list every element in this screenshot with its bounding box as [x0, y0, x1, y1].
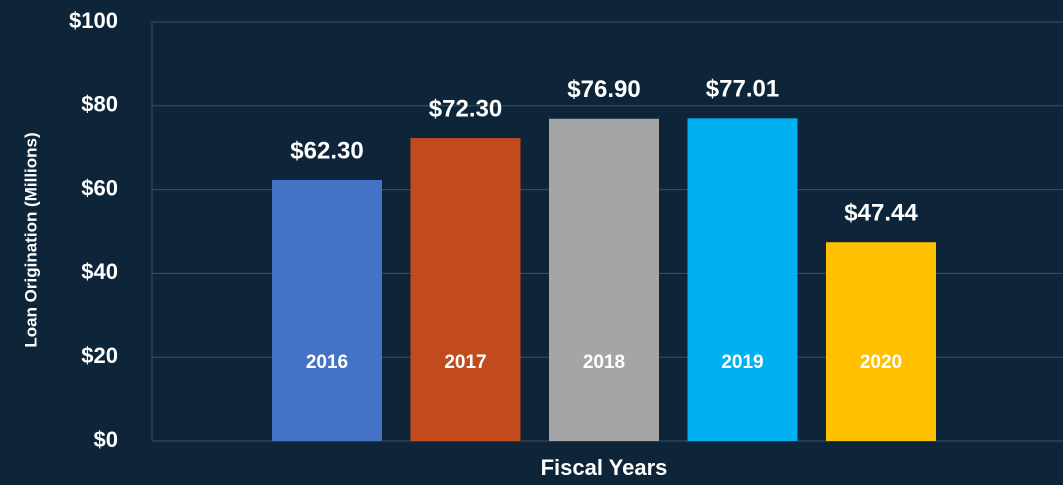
x-axis-title: Fiscal Years — [541, 455, 668, 480]
bar — [549, 118, 659, 441]
value-label: $72.30 — [429, 95, 502, 122]
category-label: 2020 — [860, 352, 902, 373]
category-label: 2018 — [583, 352, 625, 373]
bar — [826, 242, 936, 441]
y-tick-label: $60 — [81, 175, 118, 200]
bar — [687, 118, 798, 442]
y-tick-label: $100 — [69, 8, 118, 33]
bar — [272, 179, 382, 441]
y-tick-label: $20 — [81, 343, 118, 368]
category-label: 2019 — [721, 352, 763, 373]
value-label: $76.90 — [567, 76, 640, 103]
y-tick-label: $0 — [94, 427, 118, 452]
y-tick-label: $80 — [81, 92, 118, 117]
value-label: $77.01 — [706, 76, 779, 103]
category-label: 2016 — [306, 352, 348, 373]
bar — [410, 138, 521, 442]
value-label: $47.44 — [844, 200, 918, 227]
y-axis-title: Loan Origination (Millions) — [21, 132, 40, 347]
y-tick-label: $40 — [81, 259, 118, 284]
category-label: 2017 — [444, 352, 486, 373]
value-label: $62.30 — [290, 137, 363, 164]
